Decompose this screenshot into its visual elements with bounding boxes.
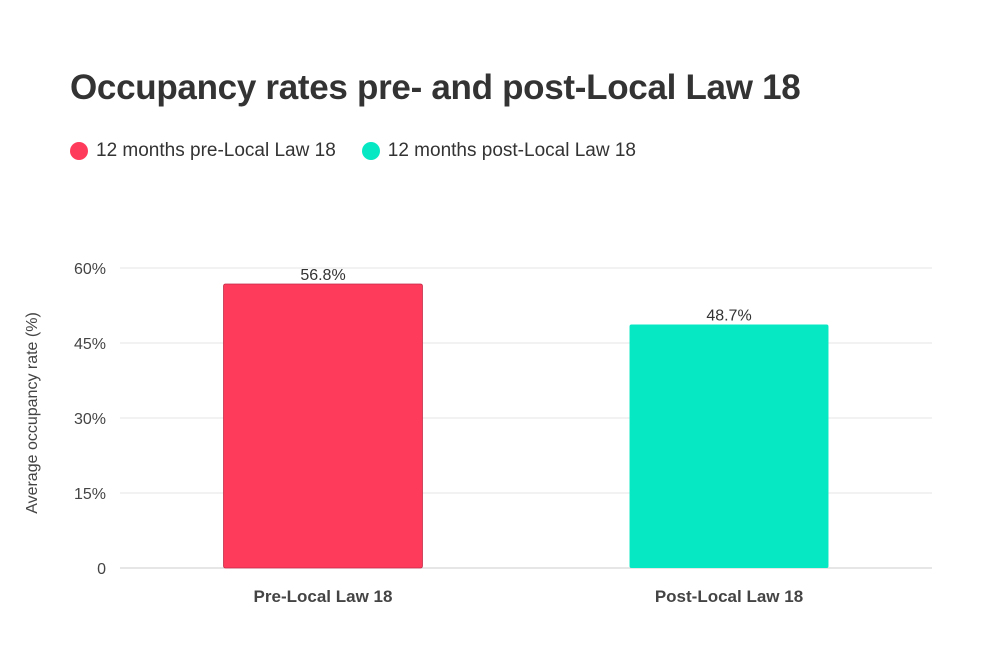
legend: 12 months pre-Local Law 18 12 months pos… — [70, 140, 662, 162]
x-tick-label: Post-Local Law 18 — [655, 587, 803, 606]
legend-label-post: 12 months post-Local Law 18 — [387, 140, 636, 161]
bar-post[interactable] — [629, 324, 829, 569]
x-tick-label: Pre-Local Law 18 — [254, 587, 393, 606]
legend-label-pre: 12 months pre-Local Law 18 — [96, 140, 336, 161]
data-label: 56.8% — [300, 267, 345, 284]
y-tick-label: 60% — [74, 261, 106, 278]
legend-item-post[interactable]: 12 months post-Local Law 18 — [361, 140, 636, 162]
legend-item-pre[interactable]: 12 months pre-Local Law 18 — [70, 140, 336, 162]
bar-pre[interactable] — [223, 283, 423, 569]
legend-dot-pre — [70, 142, 88, 160]
y-tick-label: 30% — [74, 411, 106, 428]
y-tick-label: 45% — [74, 336, 106, 353]
legend-dot-post — [361, 142, 380, 160]
data-label: 48.7% — [706, 308, 751, 325]
y-tick-label: 0 — [97, 561, 106, 578]
chart-title: Occupancy rates pre- and post-Local Law … — [70, 68, 801, 107]
y-tick-label: 15% — [74, 486, 106, 503]
